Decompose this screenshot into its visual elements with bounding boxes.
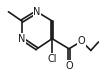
Text: Cl: Cl	[47, 54, 57, 64]
Text: O: O	[78, 36, 85, 46]
Text: N: N	[33, 7, 41, 17]
Text: O: O	[65, 61, 73, 71]
Text: N: N	[18, 34, 26, 44]
